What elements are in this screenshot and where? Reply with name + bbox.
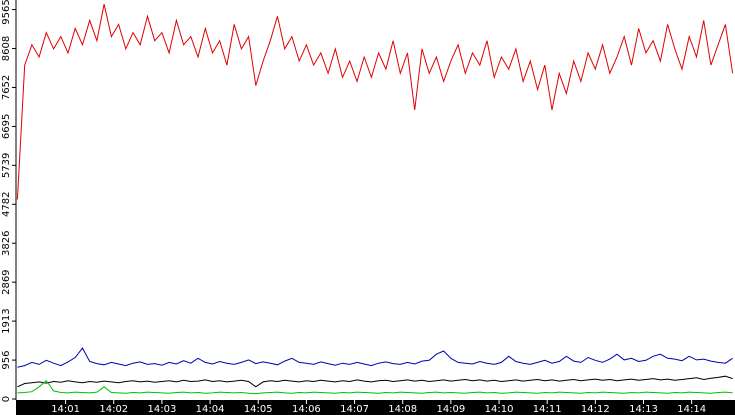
- y-tick-label: 0: [1, 396, 12, 402]
- x-tick-label: 14:01: [51, 404, 80, 415]
- y-tick-label: 7652: [1, 75, 12, 100]
- x-tick-label: 14:06: [292, 404, 321, 415]
- y-tick-label: 4782: [1, 192, 12, 217]
- x-tick-label: 14:13: [629, 404, 658, 415]
- y-tick-label: 9565: [1, 0, 12, 25]
- y-tick-label: 3826: [1, 231, 12, 256]
- series-line: [17, 379, 733, 395]
- time-axis-bar: [16, 400, 735, 415]
- x-tick-label: 14:08: [388, 404, 417, 415]
- x-tick-label: 14:05: [244, 404, 273, 415]
- x-tick-label: 14:02: [99, 404, 128, 415]
- x-tick-label: 14:10: [485, 404, 514, 415]
- x-tick-label: 14:12: [581, 404, 610, 415]
- x-tick-label: 14:14: [677, 404, 706, 415]
- series-line: [17, 375, 733, 388]
- x-tick-label: 14:03: [148, 404, 177, 415]
- y-tick-label: 956: [1, 351, 12, 370]
- x-tick-label: 14:09: [436, 404, 465, 415]
- y-tick-label: 6695: [1, 114, 12, 139]
- y-tick-label: 1913: [1, 308, 12, 333]
- series-line: [16, 3, 734, 200]
- y-tick-label: 5739: [1, 153, 12, 178]
- series-line: [17, 347, 733, 368]
- x-tick-label: 14:04: [196, 404, 225, 415]
- y-tick-label: 2869: [1, 269, 12, 294]
- x-tick-label: 14:11: [533, 404, 562, 415]
- y-tick-label: 8608: [1, 36, 12, 61]
- x-tick-label: 14:07: [340, 404, 369, 415]
